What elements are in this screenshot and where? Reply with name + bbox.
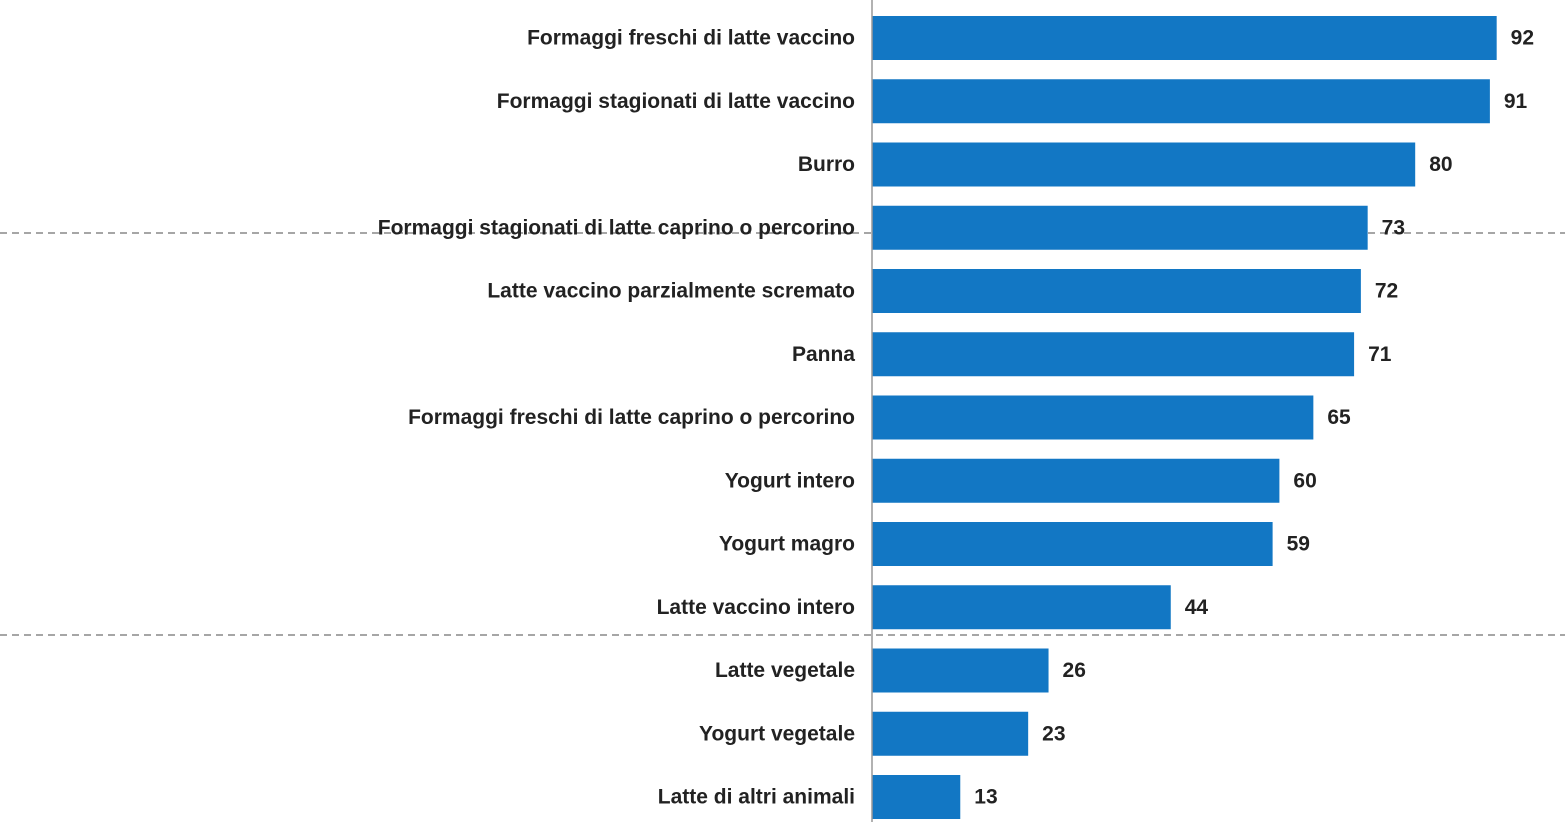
bar: [872, 775, 961, 819]
bar: [872, 269, 1361, 313]
category-label: Yogurt vegetale: [699, 722, 855, 745]
bar: [872, 711, 1029, 756]
value-label: 72: [1375, 280, 1398, 303]
bar: [872, 395, 1314, 440]
category-label: Latte vegetale: [715, 659, 855, 682]
category-label: Latte vaccino parzialmente scremato: [487, 280, 855, 303]
bar: [872, 648, 1049, 693]
category-label: Formaggi freschi di latte vaccino: [527, 27, 855, 50]
bar: [872, 332, 1355, 377]
category-label: Latte vaccino intero: [657, 596, 855, 619]
value-label: 65: [1327, 406, 1351, 429]
value-label: 23: [1042, 722, 1065, 745]
category-label: Panna: [792, 343, 855, 366]
value-label: 73: [1382, 216, 1405, 239]
category-label: Latte di altri animali: [658, 786, 855, 809]
bar: [872, 142, 1416, 187]
value-label: 13: [974, 786, 997, 809]
value-label: 44: [1185, 596, 1209, 619]
category-label: Yogurt magro: [719, 533, 855, 556]
category-label: Yogurt intero: [725, 469, 855, 492]
category-label: Formaggi freschi di latte caprino o perc…: [408, 406, 855, 429]
category-label: Burro: [798, 153, 855, 176]
bar: [872, 79, 1490, 124]
bar: [872, 585, 1171, 630]
bar: [872, 205, 1368, 250]
bar: [872, 458, 1280, 503]
category-label: Formaggi stagionati di latte vaccino: [497, 90, 855, 113]
value-label: 71: [1368, 343, 1392, 366]
value-label: 59: [1287, 533, 1310, 556]
category-label: Formaggi stagionati di latte caprino o p…: [378, 216, 855, 239]
value-label: 26: [1063, 659, 1086, 682]
value-label: 60: [1293, 469, 1316, 492]
bar: [872, 16, 1497, 60]
value-label: 80: [1429, 153, 1452, 176]
bar: [872, 522, 1273, 566]
value-label: 92: [1511, 27, 1534, 50]
value-label: 91: [1504, 90, 1528, 113]
